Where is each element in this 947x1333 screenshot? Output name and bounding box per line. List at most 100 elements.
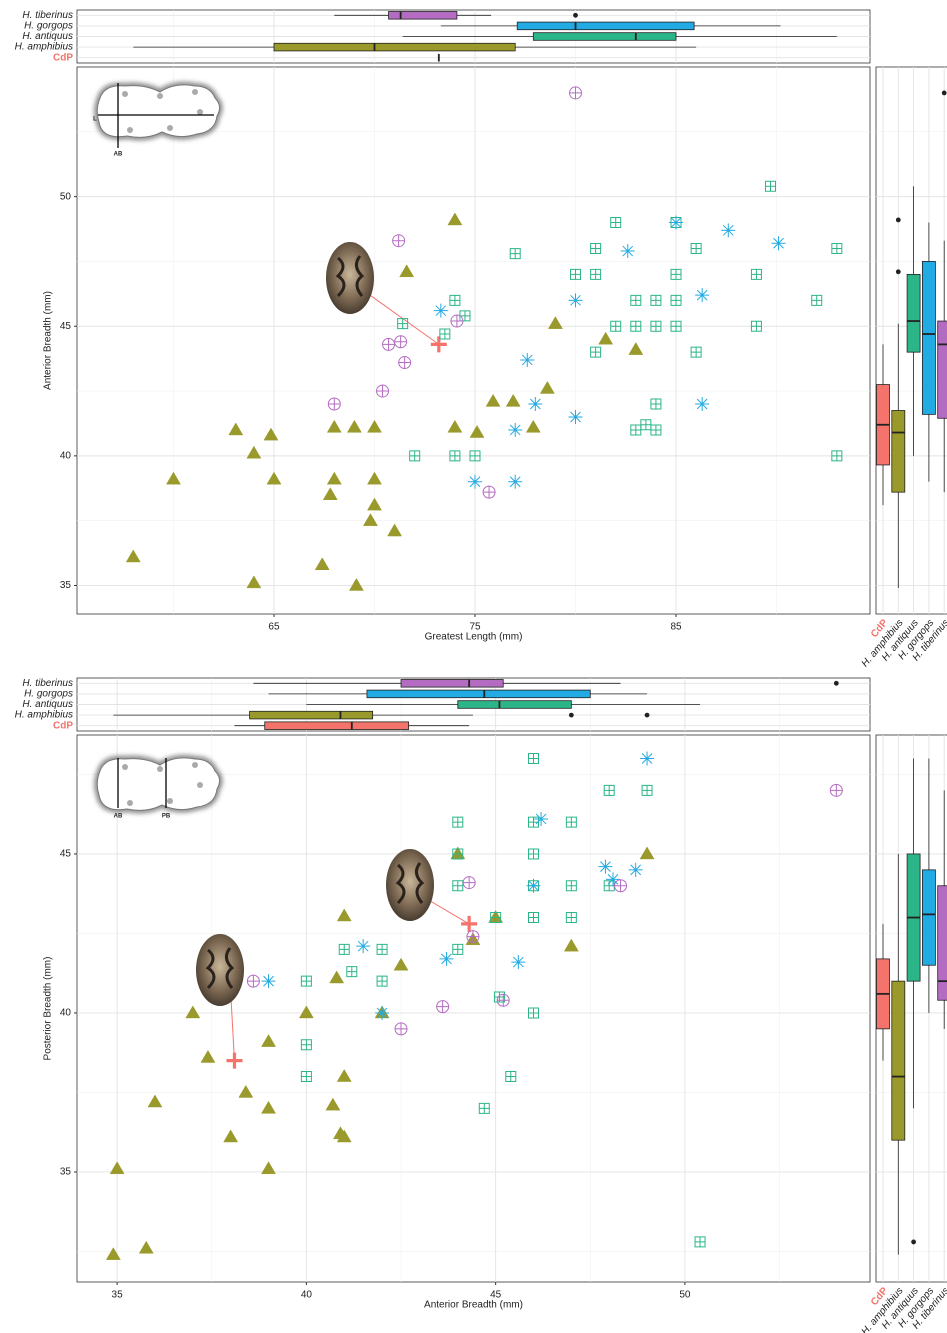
- point: [395, 1023, 407, 1035]
- point: [534, 812, 548, 826]
- tooth-photo: [196, 934, 244, 1006]
- point: [383, 338, 395, 350]
- point: [669, 216, 683, 230]
- inset-cusp: [197, 782, 203, 788]
- inset-cusp: [127, 127, 133, 133]
- box: [367, 690, 590, 698]
- y-tick-label: 45: [60, 849, 72, 860]
- plot-panel: [77, 735, 870, 1282]
- box: [265, 722, 409, 730]
- point: [483, 486, 495, 498]
- box-group-label: H. tiberinus: [22, 10, 73, 21]
- box: [938, 321, 947, 418]
- outlier: [834, 681, 839, 686]
- box-group-label: H. gorgops: [24, 21, 73, 32]
- y-axis-title: Posterior Breadth (mm): [43, 957, 54, 1061]
- y-tick-label: 40: [60, 1008, 72, 1019]
- y-tick-label: 50: [60, 191, 72, 202]
- point: [615, 880, 627, 892]
- box: [892, 410, 905, 492]
- inset-cusp: [122, 764, 128, 770]
- outlier: [942, 91, 947, 96]
- inset-cusp: [167, 125, 173, 131]
- y-tick-label: 40: [60, 451, 72, 462]
- point: [451, 315, 463, 327]
- point: [569, 410, 583, 424]
- point: [569, 293, 583, 307]
- box-group-label: CdP: [53, 52, 73, 63]
- box: [533, 33, 676, 41]
- outlier: [569, 713, 574, 718]
- box-group-label: CdP: [53, 720, 73, 731]
- box: [892, 981, 905, 1140]
- point: [508, 475, 522, 489]
- x-tick-label: 65: [268, 622, 280, 633]
- inset-cusp: [192, 762, 198, 768]
- point: [434, 304, 448, 318]
- x-axis-title: Greatest Length (mm): [425, 632, 523, 643]
- inset-cusp: [167, 798, 173, 804]
- point: [375, 1006, 389, 1020]
- point: [356, 939, 370, 953]
- point: [328, 398, 340, 410]
- point: [247, 975, 259, 987]
- y-axis-title: Anterior Breadth (mm): [43, 291, 54, 390]
- inset-cusp: [122, 91, 128, 97]
- outlier: [645, 713, 650, 718]
- inset-cusp: [197, 109, 203, 115]
- box-group-label: H. amphibius: [15, 42, 73, 53]
- point: [695, 288, 709, 302]
- box: [389, 11, 457, 19]
- inset-label: AB: [114, 814, 123, 820]
- outlier: [911, 1240, 916, 1245]
- x-axis-title: Anterior Breadth (mm): [424, 1300, 523, 1311]
- inset-label: L: [93, 117, 97, 123]
- outlier: [896, 218, 901, 223]
- inset-cusp: [192, 89, 198, 95]
- point: [520, 353, 534, 367]
- box: [274, 43, 515, 51]
- point: [621, 244, 635, 258]
- x-tick-label: 50: [679, 1290, 691, 1301]
- point: [377, 385, 389, 397]
- inset-cusp: [127, 800, 133, 806]
- point: [830, 784, 842, 796]
- box-group-label: H. gorgops: [24, 689, 73, 700]
- y-tick-label: 35: [60, 580, 72, 591]
- point: [570, 87, 582, 99]
- point: [528, 397, 542, 411]
- inset-cusp: [157, 766, 163, 772]
- outlier: [896, 269, 901, 274]
- point: [467, 931, 479, 943]
- point: [463, 877, 475, 889]
- x-tick-label: 40: [301, 1290, 313, 1301]
- box-group-label: H. tiberinus: [22, 678, 73, 689]
- point: [772, 236, 786, 250]
- y-tick-label: 45: [60, 321, 72, 332]
- point: [640, 752, 654, 766]
- point: [629, 863, 643, 877]
- tooth-photo: [326, 242, 374, 314]
- x-tick-label: 35: [112, 1290, 124, 1301]
- inset-label: AB: [114, 152, 123, 158]
- point: [598, 860, 612, 874]
- box: [922, 261, 935, 414]
- figure: 65758535404550Greatest Length (mm)Anteri…: [0, 0, 947, 1333]
- point: [395, 336, 407, 348]
- box: [458, 701, 572, 709]
- point: [511, 955, 525, 969]
- point: [439, 952, 453, 966]
- point: [695, 397, 709, 411]
- point: [497, 994, 509, 1006]
- y-tick-label: 35: [60, 1167, 72, 1178]
- point: [437, 1001, 449, 1013]
- x-tick-label: 85: [670, 622, 682, 633]
- point: [262, 974, 276, 988]
- box-group-label: H. amphibius: [15, 710, 73, 721]
- box: [401, 679, 503, 687]
- point: [526, 879, 540, 893]
- box: [250, 711, 373, 719]
- plot-panel: [77, 67, 870, 614]
- box-group-label: H. antiquus: [22, 31, 73, 42]
- box: [517, 22, 694, 30]
